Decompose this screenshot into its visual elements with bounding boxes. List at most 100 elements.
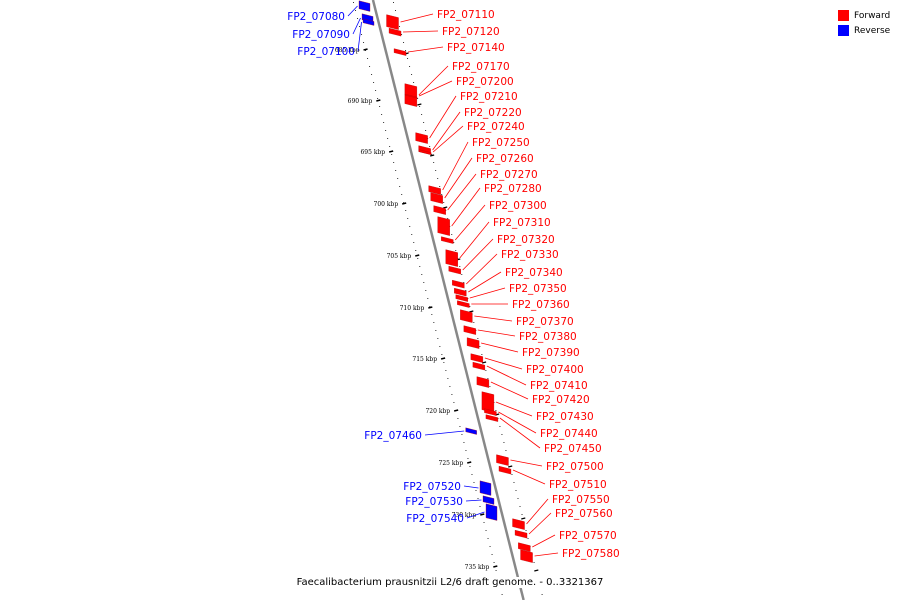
gene-label-fp2-07380[interactable]: FP2_07380	[519, 331, 577, 343]
forward-gene[interactable]	[448, 265, 461, 275]
forward-gene[interactable]	[445, 249, 458, 267]
gene-label-fp2-07450[interactable]: FP2_07450	[544, 443, 602, 455]
forward-gene[interactable]	[404, 83, 417, 107]
gene-label-fp2-07430[interactable]: FP2_07430	[536, 411, 594, 423]
gene-label-fp2-07420[interactable]: FP2_07420	[532, 394, 590, 406]
scale-dot	[457, 418, 459, 419]
gene-label-fp2-07560[interactable]: FP2_07560	[555, 508, 613, 520]
reverse-gene[interactable]	[479, 480, 492, 496]
gene-label-fp2-07090[interactable]: FP2_07090	[292, 29, 350, 41]
reverse-gene[interactable]	[465, 427, 477, 435]
forward-gene[interactable]	[415, 132, 428, 144]
forward-gene[interactable]	[428, 185, 441, 195]
gene-label-fp2-07540[interactable]: FP2_07540	[406, 513, 464, 525]
gene-label-fp2-07110[interactable]: FP2_07110	[437, 9, 495, 21]
gene-label-fp2-07400[interactable]: FP2_07400	[526, 364, 584, 376]
tick-mark	[430, 154, 435, 157]
gene-label-fp2-07250[interactable]: FP2_07250	[472, 137, 530, 149]
gene-label-fp2-07170[interactable]: FP2_07170	[452, 61, 510, 73]
reverse-gene[interactable]	[485, 503, 498, 521]
forward-gene[interactable]	[454, 287, 467, 297]
gene-label-fp2-07410[interactable]: FP2_07410	[530, 380, 588, 392]
forward-gene[interactable]	[498, 465, 512, 475]
scale-dot	[419, 266, 421, 267]
scale-dot	[421, 114, 423, 115]
gene-label-fp2-07220[interactable]: FP2_07220	[464, 107, 522, 119]
leader-line	[357, 21, 362, 52]
gene-label-fp2-07330[interactable]: FP2_07330	[501, 249, 559, 261]
gene-label-fp2-07210[interactable]: FP2_07210	[460, 91, 518, 103]
gene-label-fp2-07320[interactable]: FP2_07320	[497, 234, 555, 246]
gene-label-fp2-07200[interactable]: FP2_07200	[456, 76, 514, 88]
gene-label-fp2-07350[interactable]: FP2_07350	[509, 283, 567, 295]
legend-forward[interactable]: Forward	[838, 8, 890, 23]
scale-dot	[489, 546, 491, 547]
forward-gene[interactable]	[476, 376, 490, 388]
gene-label-fp2-07550[interactable]: FP2_07550	[552, 494, 610, 506]
forward-gene[interactable]	[386, 14, 399, 30]
gene-label-fp2-07080[interactable]: FP2_07080	[287, 11, 345, 23]
gene-label-fp2-07580[interactable]: FP2_07580	[562, 548, 620, 560]
forward-gene[interactable]	[430, 192, 443, 204]
forward-gene[interactable]	[514, 529, 528, 539]
gene-label-fp2-07270[interactable]: FP2_07270	[480, 169, 538, 181]
gene-label-fp2-07310[interactable]: FP2_07310	[493, 217, 551, 229]
scale-dot	[479, 506, 481, 507]
scale-dot	[469, 306, 471, 307]
scale-dots	[353, 2, 543, 595]
gene-label-fp2-07440[interactable]: FP2_07440	[540, 428, 598, 440]
gene-label-fp2-07260[interactable]: FP2_07260	[476, 153, 534, 165]
forward-gene[interactable]	[437, 216, 450, 236]
reverse-gene[interactable]	[482, 495, 495, 505]
forward-gene[interactable]	[393, 48, 407, 56]
forward-gene[interactable]	[452, 279, 465, 289]
forward-gene[interactable]	[485, 414, 499, 422]
scale-dot	[355, 10, 357, 11]
gene-label-fp2-07120[interactable]: FP2_07120	[442, 26, 500, 38]
gene-label-fp2-07300[interactable]: FP2_07300	[489, 200, 547, 212]
forward-gene[interactable]	[470, 353, 484, 363]
leader-line	[407, 46, 444, 53]
forward-gene[interactable]	[404, 93, 418, 99]
legend-reverse[interactable]: Reverse	[838, 23, 890, 38]
gene-label-fp2-07500[interactable]: FP2_07500	[546, 461, 604, 473]
gene-label-fp2-07510[interactable]: FP2_07510	[549, 479, 607, 491]
gene-label-fp2-07370[interactable]: FP2_07370	[516, 316, 574, 328]
gene-label-fp2-07390[interactable]: FP2_07390	[522, 347, 580, 359]
forward-gene[interactable]	[460, 309, 473, 323]
gene-label-fp2-07360[interactable]: FP2_07360	[512, 299, 570, 311]
forward-gene[interactable]	[455, 294, 468, 302]
gene-label-fp2-07530[interactable]: FP2_07530	[405, 496, 463, 508]
scale-dot	[435, 170, 437, 171]
forward-gene[interactable]	[419, 149, 432, 155]
gene-label-fp2-07100[interactable]: FP2_07100	[297, 46, 355, 58]
gene-label-fp2-07140[interactable]: FP2_07140	[447, 42, 505, 54]
gene-label-fp2-07520[interactable]: FP2_07520	[403, 481, 461, 493]
leader-line	[532, 534, 556, 548]
forward-gene[interactable]	[520, 549, 533, 563]
gene-label-fp2-07460[interactable]: FP2_07460	[364, 430, 422, 442]
forward-gene[interactable]	[518, 542, 531, 552]
reverse-gene[interactable]	[362, 18, 375, 26]
scale-dot	[461, 274, 463, 275]
gene-label-fp2-07280[interactable]: FP2_07280	[484, 183, 542, 195]
forward-gene[interactable]	[463, 325, 476, 335]
gene-label-fp2-07340[interactable]: FP2_07340	[505, 267, 563, 279]
scale-dot	[469, 466, 471, 467]
forward-gene[interactable]	[512, 518, 525, 530]
gene-label-fp2-07570[interactable]: FP2_07570	[559, 530, 617, 542]
forward-gene[interactable]	[472, 361, 486, 371]
reverse-gene[interactable]	[358, 0, 371, 12]
forward-gene[interactable]	[388, 27, 402, 37]
scale-dot	[527, 538, 529, 539]
scale-dot	[519, 506, 521, 507]
scale-dot	[501, 594, 503, 595]
gene-label-fp2-07240[interactable]: FP2_07240	[467, 121, 525, 133]
forward-gene[interactable]	[441, 236, 454, 244]
forward-gene[interactable]	[466, 337, 480, 349]
forward-gene[interactable]	[433, 205, 446, 215]
forward-gene[interactable]	[457, 300, 470, 308]
forward-gene[interactable]	[484, 408, 497, 416]
forward-gene[interactable]	[496, 454, 509, 466]
